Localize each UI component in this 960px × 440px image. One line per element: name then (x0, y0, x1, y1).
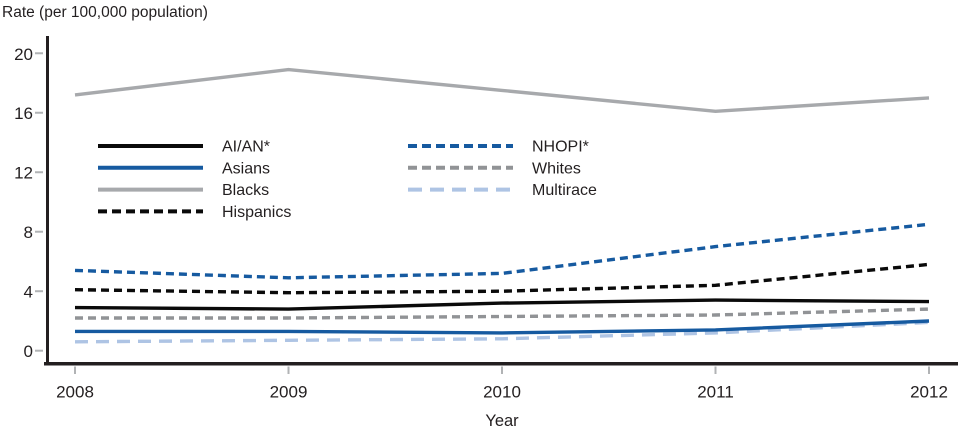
y-tick-label: 8 (24, 223, 33, 242)
y-tick-label: 4 (24, 283, 33, 302)
y-tick-label: 0 (24, 342, 33, 361)
legend-label-blacks: Blacks (222, 182, 269, 199)
x-tick-label: 2010 (483, 383, 521, 402)
x-axis-ticks: 2008 2009 2010 2011 2012 (56, 366, 948, 402)
chart-legend: AI/AN* Asians Blacks Hispanics NHOPI* Whites M… (98, 139, 597, 221)
legend-label-hispanics: Hispanics (222, 204, 291, 221)
x-tick-label: 2009 (270, 383, 308, 402)
y-axis-title: Rate (per 100,000 population) (2, 4, 208, 21)
data-series (74, 67, 930, 344)
y-tick-label: 16 (14, 104, 33, 123)
x-axis-title: Year (485, 412, 519, 430)
series-line-ai-an- (74, 298, 930, 311)
legend-label-whites: Whites (532, 160, 581, 177)
x-tick-label: 2012 (910, 383, 948, 402)
legend-label-nhopi-: NHOPI* (532, 139, 589, 156)
y-axis-ticks: 0 4 8 12 16 20 (14, 45, 43, 361)
legend-label-multirace: Multirace (532, 182, 597, 199)
y-tick-label: 12 (14, 164, 33, 183)
legend-label-asians: Asians (222, 160, 270, 177)
series-line-multirace (74, 320, 930, 344)
series-line-nhopi- (74, 222, 930, 280)
x-tick-label: 2008 (56, 383, 94, 402)
series-line-asians (75, 319, 930, 335)
series-line-whites (75, 307, 930, 320)
series-line-blacks (74, 67, 930, 114)
series-line-hispanics (74, 262, 930, 295)
y-tick-label: 20 (14, 45, 33, 64)
legend-label-ai-an-: AI/AN* (222, 139, 270, 156)
x-tick-label: 2011 (697, 383, 734, 402)
